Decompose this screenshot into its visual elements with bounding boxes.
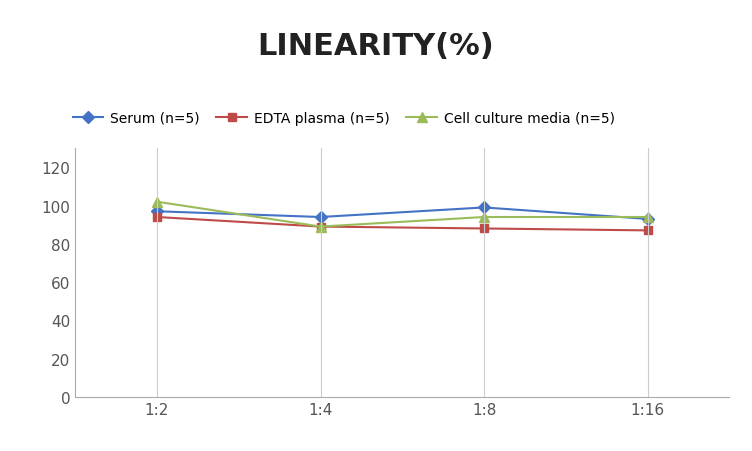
- Serum (n=5): [153, 209, 162, 215]
- EDTA plasma (n=5): [643, 228, 652, 234]
- EDTA plasma (n=5): [480, 226, 489, 232]
- Line: Cell culture media (n=5): Cell culture media (n=5): [152, 198, 653, 232]
- Cell culture media (n=5): [480, 215, 489, 220]
- Line: EDTA plasma (n=5): EDTA plasma (n=5): [153, 213, 652, 235]
- Legend: Serum (n=5), EDTA plasma (n=5), Cell culture media (n=5): Serum (n=5), EDTA plasma (n=5), Cell cul…: [67, 106, 620, 131]
- Line: Serum (n=5): Serum (n=5): [153, 204, 652, 224]
- EDTA plasma (n=5): [153, 215, 162, 220]
- Cell culture media (n=5): [643, 215, 652, 220]
- Cell culture media (n=5): [316, 224, 325, 230]
- EDTA plasma (n=5): [316, 224, 325, 230]
- Text: LINEARITY(%): LINEARITY(%): [258, 32, 494, 60]
- Cell culture media (n=5): [153, 199, 162, 205]
- Serum (n=5): [480, 205, 489, 211]
- Serum (n=5): [643, 217, 652, 222]
- Serum (n=5): [316, 215, 325, 220]
